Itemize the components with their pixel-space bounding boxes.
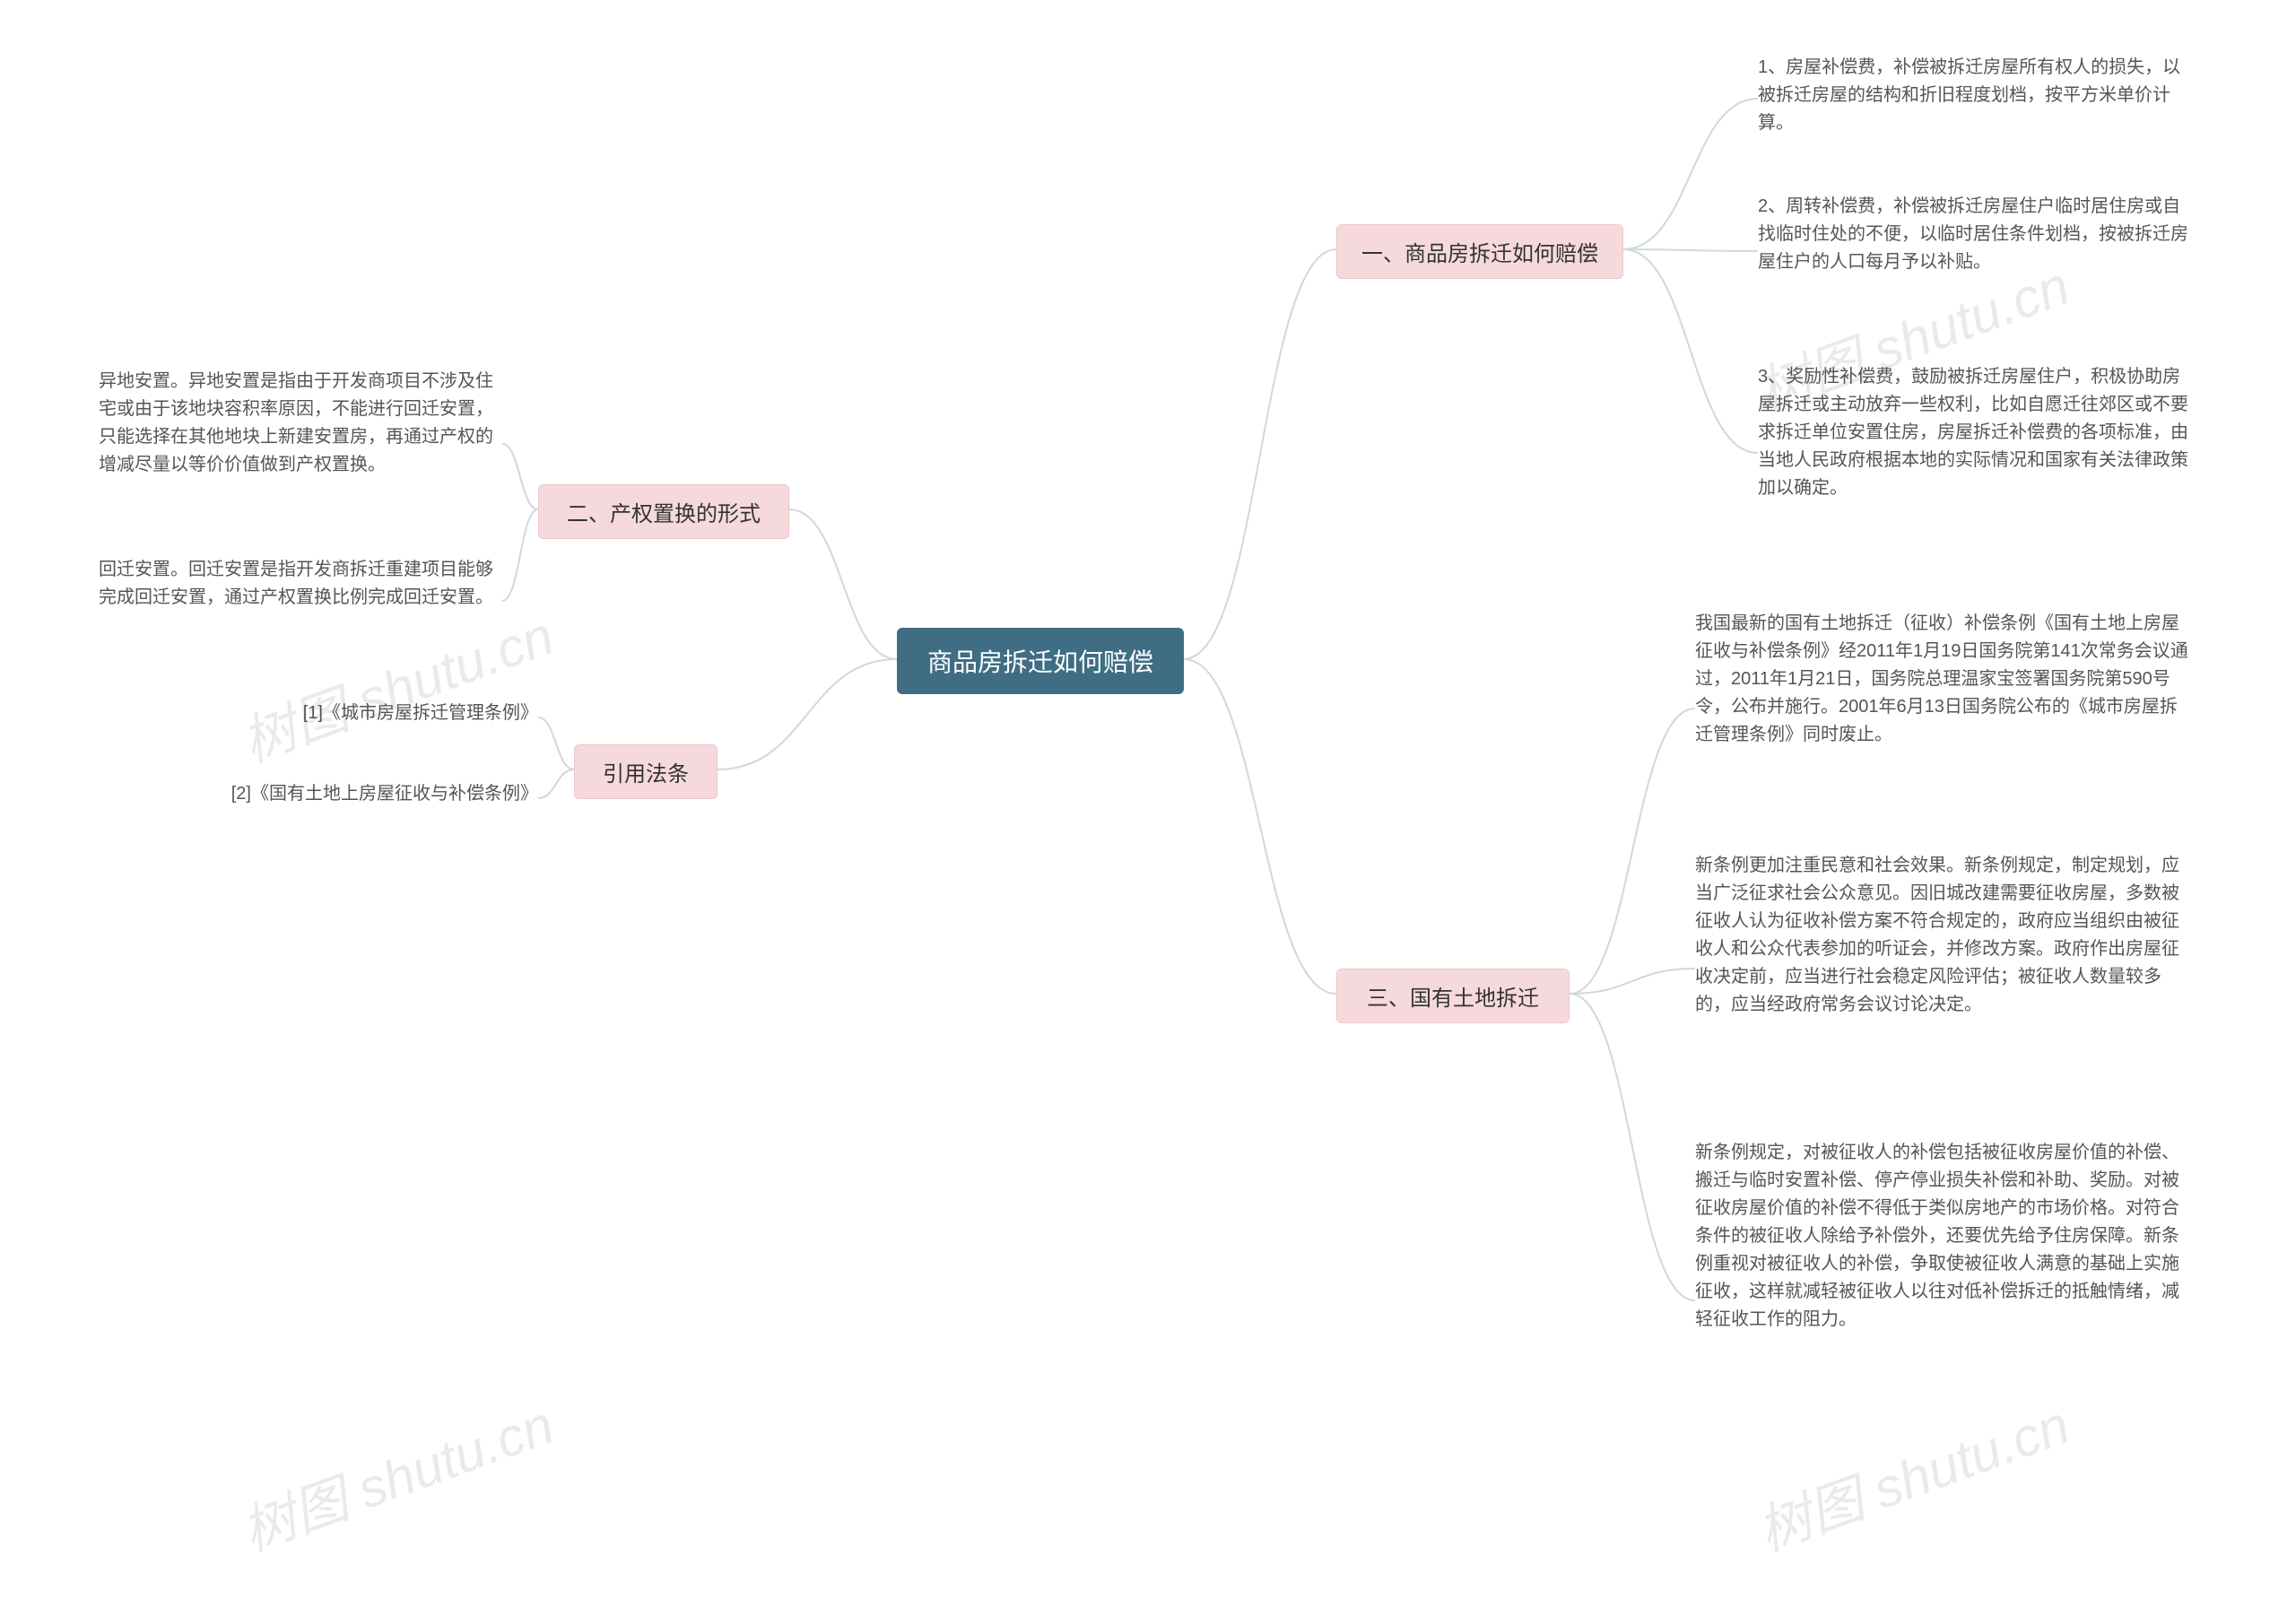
leaf-left-1-0: [1]《城市房屋拆迁管理条例》 [206,700,538,735]
leaf-right-1-0: 我国最新的国有土地拆迁（征收）补偿条例《国有土地上房屋征收与补偿条例》经2011… [1695,610,2188,807]
root-node: 商品房拆迁如何赔偿 [897,628,1184,694]
branch-right-0: 一、商品房拆迁如何赔偿 [1336,224,1623,279]
branch-left-1: 引用法条 [574,744,718,799]
watermark-2: 树图 shutu.cn [230,1381,562,1566]
leaf-right-1-1: 新条例更加注重民意和社会效果。新条例规定，制定规划，应当广泛征求社会公众意见。因… [1695,852,2188,1085]
leaf-right-1-2: 新条例规定，对被征收人的补偿包括被征收房屋价值的补偿、搬迁与临时安置补偿、停产停… [1695,1139,2188,1462]
leaf-right-0-1: 2、周转补偿费，补偿被拆迁房屋住户临时居住房或自找临时住处的不便，以临时居住条件… [1758,193,2188,309]
leaf-left-1-1: [2]《国有土地上房屋征收与补偿条例》 [152,780,538,816]
leaf-right-0-0: 1、房屋补偿费，补偿被拆迁房屋所有权人的损失，以被拆迁房屋的结构和折旧程度划档，… [1758,54,2188,143]
leaf-left-0-1: 回迁安置。回迁安置是指开发商拆迁重建项目能够完成回迁安置，通过产权置换比例完成回… [99,556,502,646]
branch-left-0: 二、产权置换的形式 [538,484,789,539]
branch-right-1: 三、国有土地拆迁 [1336,969,1570,1023]
leaf-left-0-0: 异地安置。异地安置是指由于开发商项目不涉及住宅或由于该地块容积率原因，不能进行回… [99,368,502,520]
leaf-right-0-2: 3、奖励性补偿费，鼓励被拆迁房屋住户，积极协助房屋拆迁或主动放弃一些权利，比如自… [1758,363,2188,543]
